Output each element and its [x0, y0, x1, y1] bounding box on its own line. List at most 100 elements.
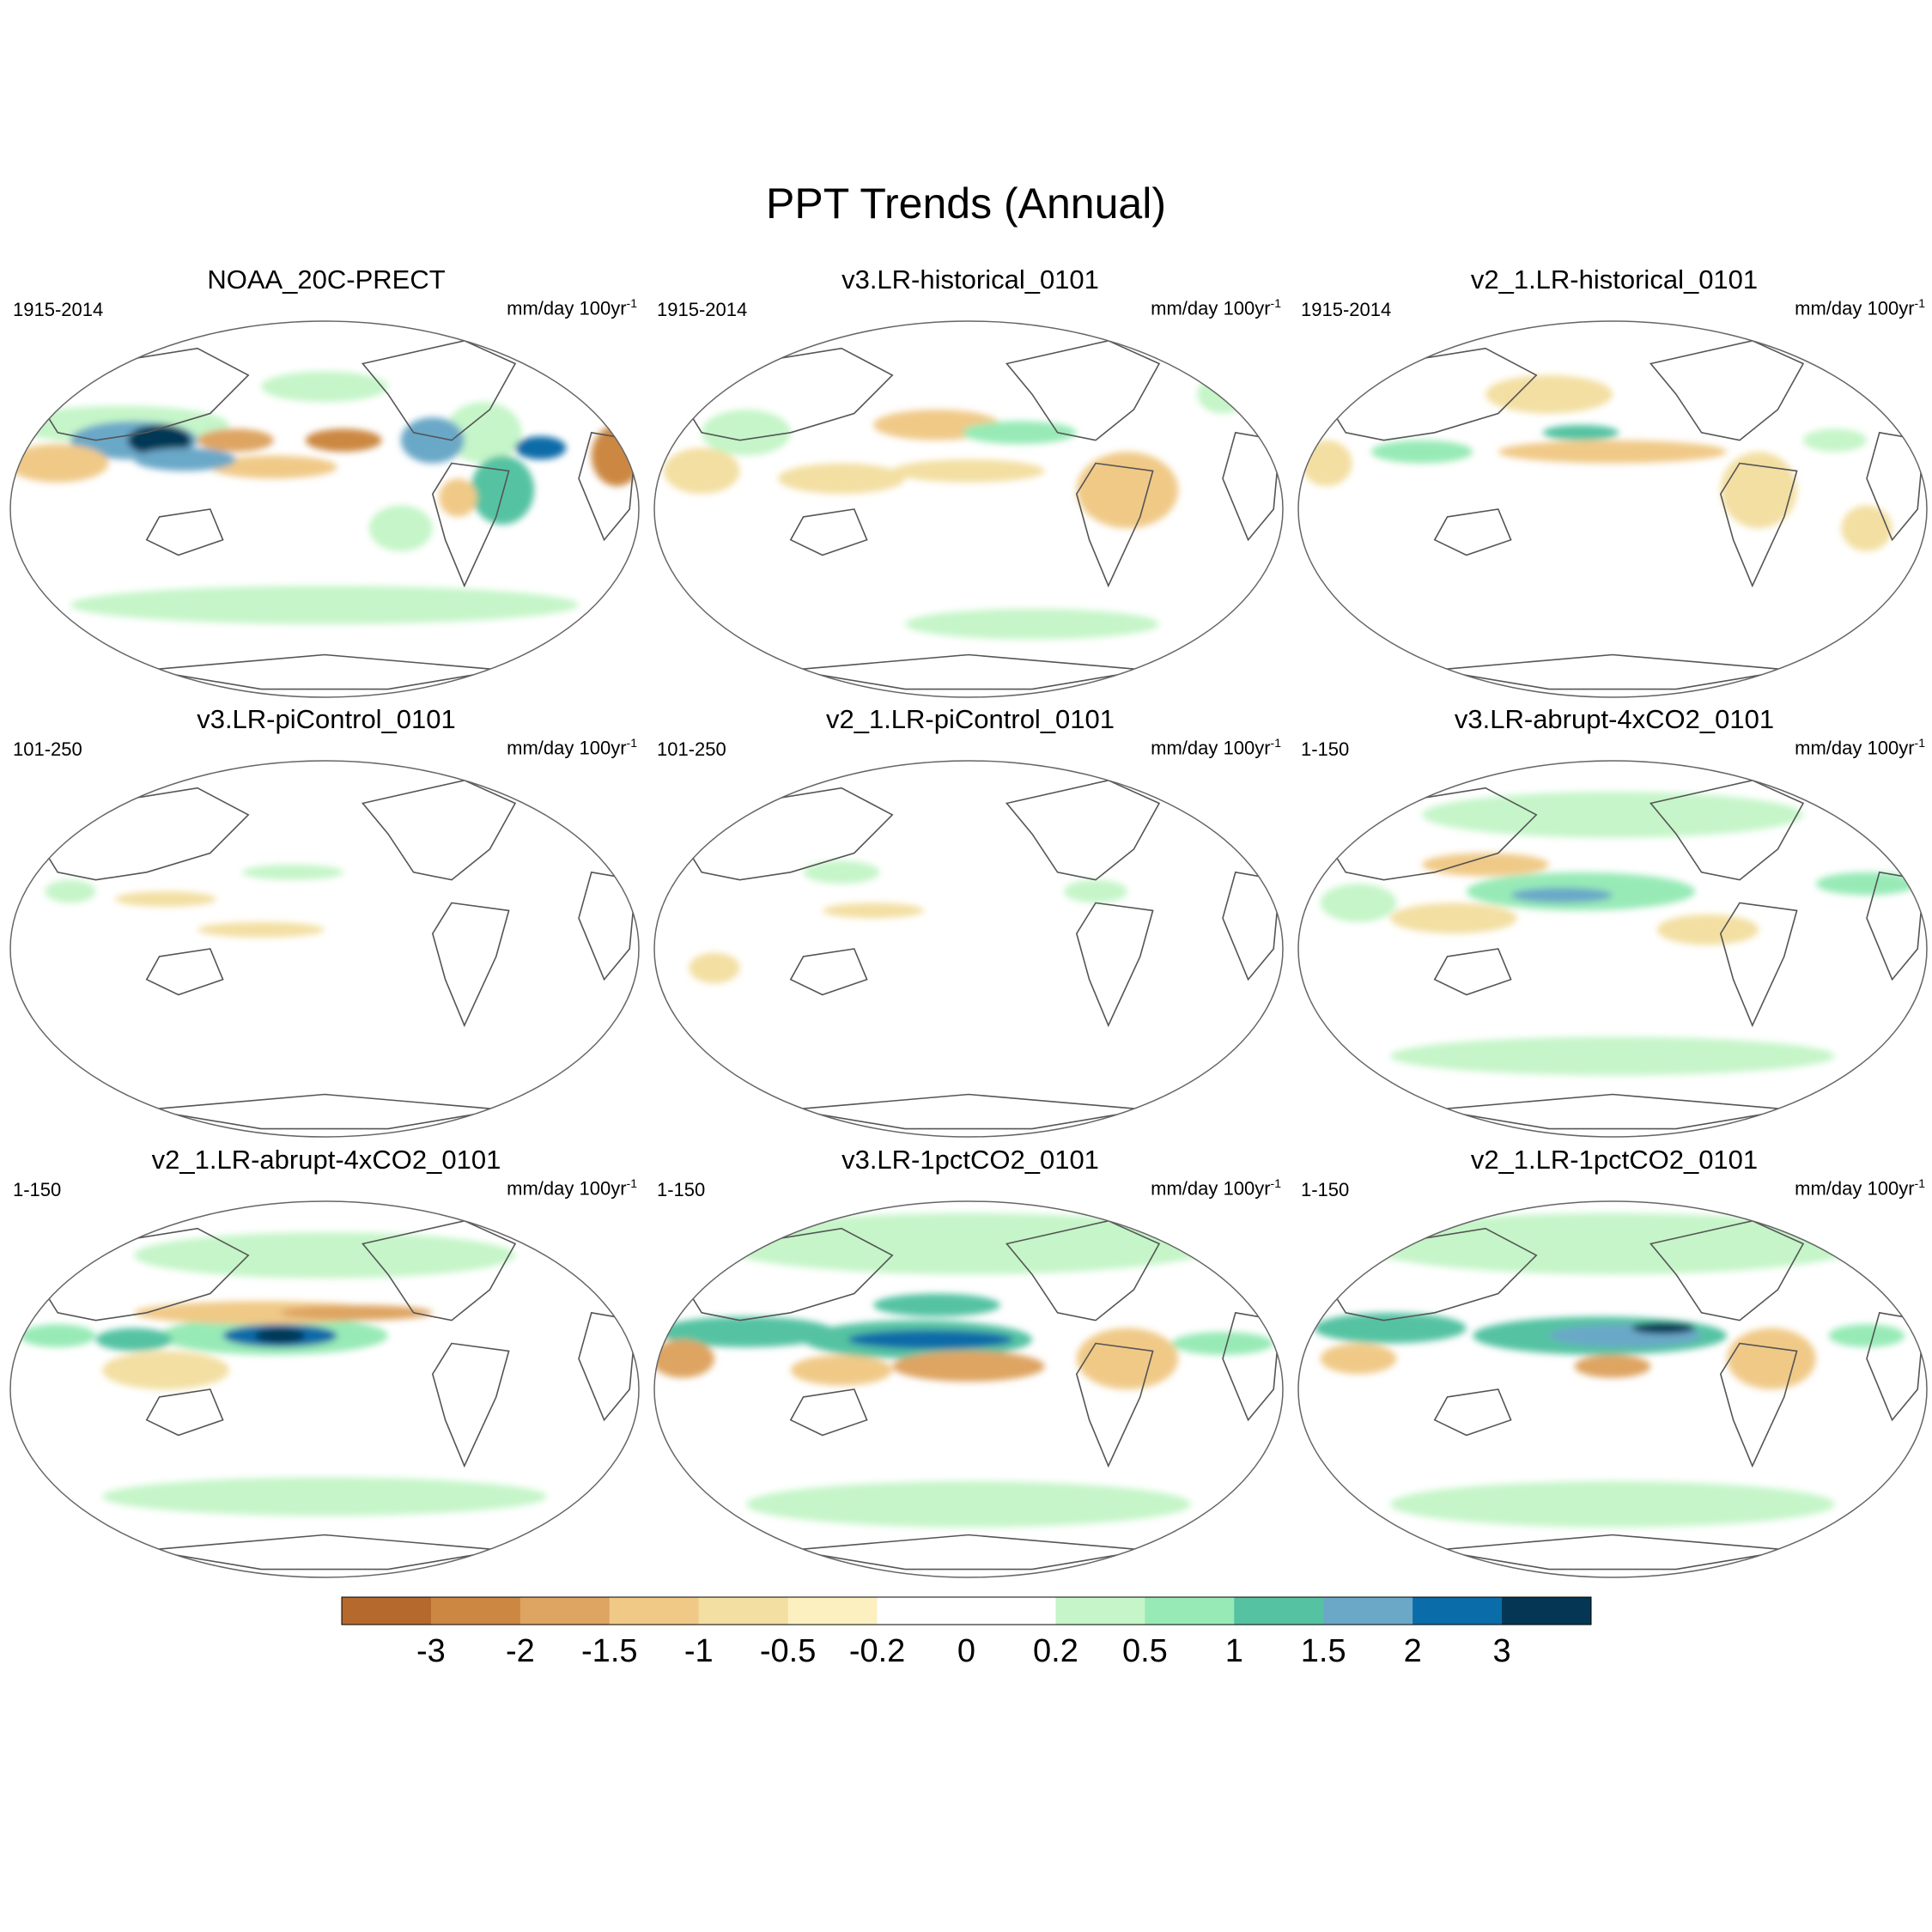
trend-region	[1542, 424, 1619, 440]
coastline	[790, 1534, 1147, 1571]
trend-region	[1370, 440, 1473, 464]
trend-region	[114, 891, 217, 907]
trend-region	[1390, 1481, 1835, 1528]
world-map	[653, 760, 1284, 1138]
panel-title: v2_1.LR-abrupt-4xCO2_0101	[151, 1145, 501, 1175]
world-map	[9, 320, 640, 698]
trend-region	[689, 952, 740, 984]
colorbar-swatch	[787, 1597, 878, 1625]
trend-region	[803, 860, 880, 884]
coastline	[1649, 779, 1805, 881]
coastline	[361, 339, 517, 441]
trend-region	[134, 1232, 515, 1279]
trend-region	[778, 463, 905, 495]
coastline	[361, 779, 517, 881]
units-label: mm/day 100yr-1	[507, 296, 637, 319]
trend-region	[790, 1354, 893, 1386]
coastline	[145, 1388, 224, 1437]
period-label: 101-250	[13, 738, 82, 760]
trend-region	[515, 436, 567, 460]
units-label: mm/day 100yr-1	[1795, 736, 1925, 759]
coastline	[361, 1219, 517, 1321]
colorbar-swatch	[519, 1597, 611, 1625]
colorbar-label: -3	[416, 1633, 446, 1669]
coastline	[145, 508, 224, 556]
panel-title: v2_1.LR-1pctCO2_0101	[1470, 1145, 1759, 1175]
panel-title: v3.LR-historical_0101	[841, 264, 1099, 295]
period-label: 1-150	[657, 1179, 706, 1200]
trend-region	[280, 1304, 433, 1321]
units-label: mm/day 100yr-1	[1795, 296, 1925, 319]
coastline	[790, 653, 1147, 690]
coastline	[146, 653, 503, 690]
trend-region	[1390, 902, 1517, 934]
coastline	[1433, 1388, 1512, 1437]
colorbar-label: 1.5	[1301, 1633, 1346, 1669]
map-panel: v3.LR-abrupt-4xCO2_0101 1-150 mm/day 100yr…	[1293, 704, 1932, 1138]
trend-region	[746, 1481, 1191, 1528]
map-panel: v2_1.LR-1pctCO2_0101 1-150 mm/day 100yr-1	[1293, 1145, 1932, 1578]
trend-region	[663, 447, 740, 495]
coastline	[1719, 902, 1798, 1028]
colorbar-swatch	[609, 1597, 700, 1625]
colorbar-swatch	[430, 1597, 521, 1625]
trend-region	[1656, 914, 1759, 945]
colorbar-label: 2	[1404, 1633, 1422, 1669]
trend-region	[445, 402, 522, 464]
trend-region	[1815, 872, 1918, 896]
trend-region	[134, 447, 236, 471]
world-map	[1297, 760, 1928, 1138]
period-label: 101-250	[657, 738, 726, 760]
trend-region	[241, 864, 344, 880]
trend-region	[102, 1477, 547, 1516]
period-label: 1915-2014	[1301, 299, 1392, 320]
coastline	[146, 1093, 503, 1130]
trend-region	[1803, 428, 1867, 453]
coastline	[1075, 902, 1154, 1028]
colorbar-swatch	[1234, 1597, 1324, 1625]
panel-title: v2_1.LR-piControl_0101	[825, 704, 1115, 734]
trend-region	[45, 879, 96, 903]
units-label: mm/day 100yr-1	[507, 1176, 637, 1200]
world-map	[653, 320, 1284, 698]
trend-region	[95, 1327, 173, 1352]
units-label: mm/day 100yr-1	[1795, 1176, 1925, 1200]
period-label: 1-150	[1301, 1179, 1350, 1200]
colorbar-label: 0.5	[1122, 1633, 1168, 1669]
trend-region	[1197, 374, 1249, 414]
trend-region	[905, 608, 1159, 640]
colorbar-label: 1	[1225, 1633, 1243, 1669]
colorbar-swatch	[1145, 1597, 1235, 1625]
colorbar-label: 0.2	[1033, 1633, 1078, 1669]
units-label: mm/day 100yr-1	[1151, 736, 1281, 759]
trend-region	[1720, 452, 1797, 529]
map-panel: v3.LR-piControl_0101 101-250 mm/day 100yr-…	[5, 704, 647, 1138]
trend-region	[892, 1351, 1045, 1382]
trend-region	[197, 921, 325, 938]
colorbar-swatch	[1323, 1597, 1413, 1625]
trend-region	[1076, 452, 1179, 529]
trend-region	[254, 1327, 306, 1344]
trend-region	[892, 459, 1045, 483]
trend-region	[1510, 887, 1613, 903]
coastline	[431, 462, 510, 588]
trend-region	[657, 1316, 835, 1347]
trend-region	[714, 1212, 1223, 1275]
coastline	[1719, 1342, 1798, 1468]
trend-region	[702, 410, 791, 456]
coastline	[1434, 1534, 1791, 1571]
period-label: 1-150	[1301, 738, 1350, 760]
period-label: 1915-2014	[657, 299, 748, 320]
coastline	[1719, 462, 1798, 588]
colorbar-swatch	[1413, 1597, 1503, 1625]
trend-region	[261, 371, 388, 403]
colorbar-swatch	[1055, 1597, 1145, 1625]
world-map	[1297, 320, 1928, 698]
coastline	[431, 902, 510, 1028]
period-label: 1-150	[13, 1179, 62, 1200]
panel-title: v3.LR-abrupt-4xCO2_0101	[1454, 704, 1775, 734]
coastline	[790, 1093, 1147, 1130]
trend-region	[1422, 853, 1549, 877]
coastline	[146, 1534, 503, 1571]
trend-region	[962, 421, 1077, 445]
